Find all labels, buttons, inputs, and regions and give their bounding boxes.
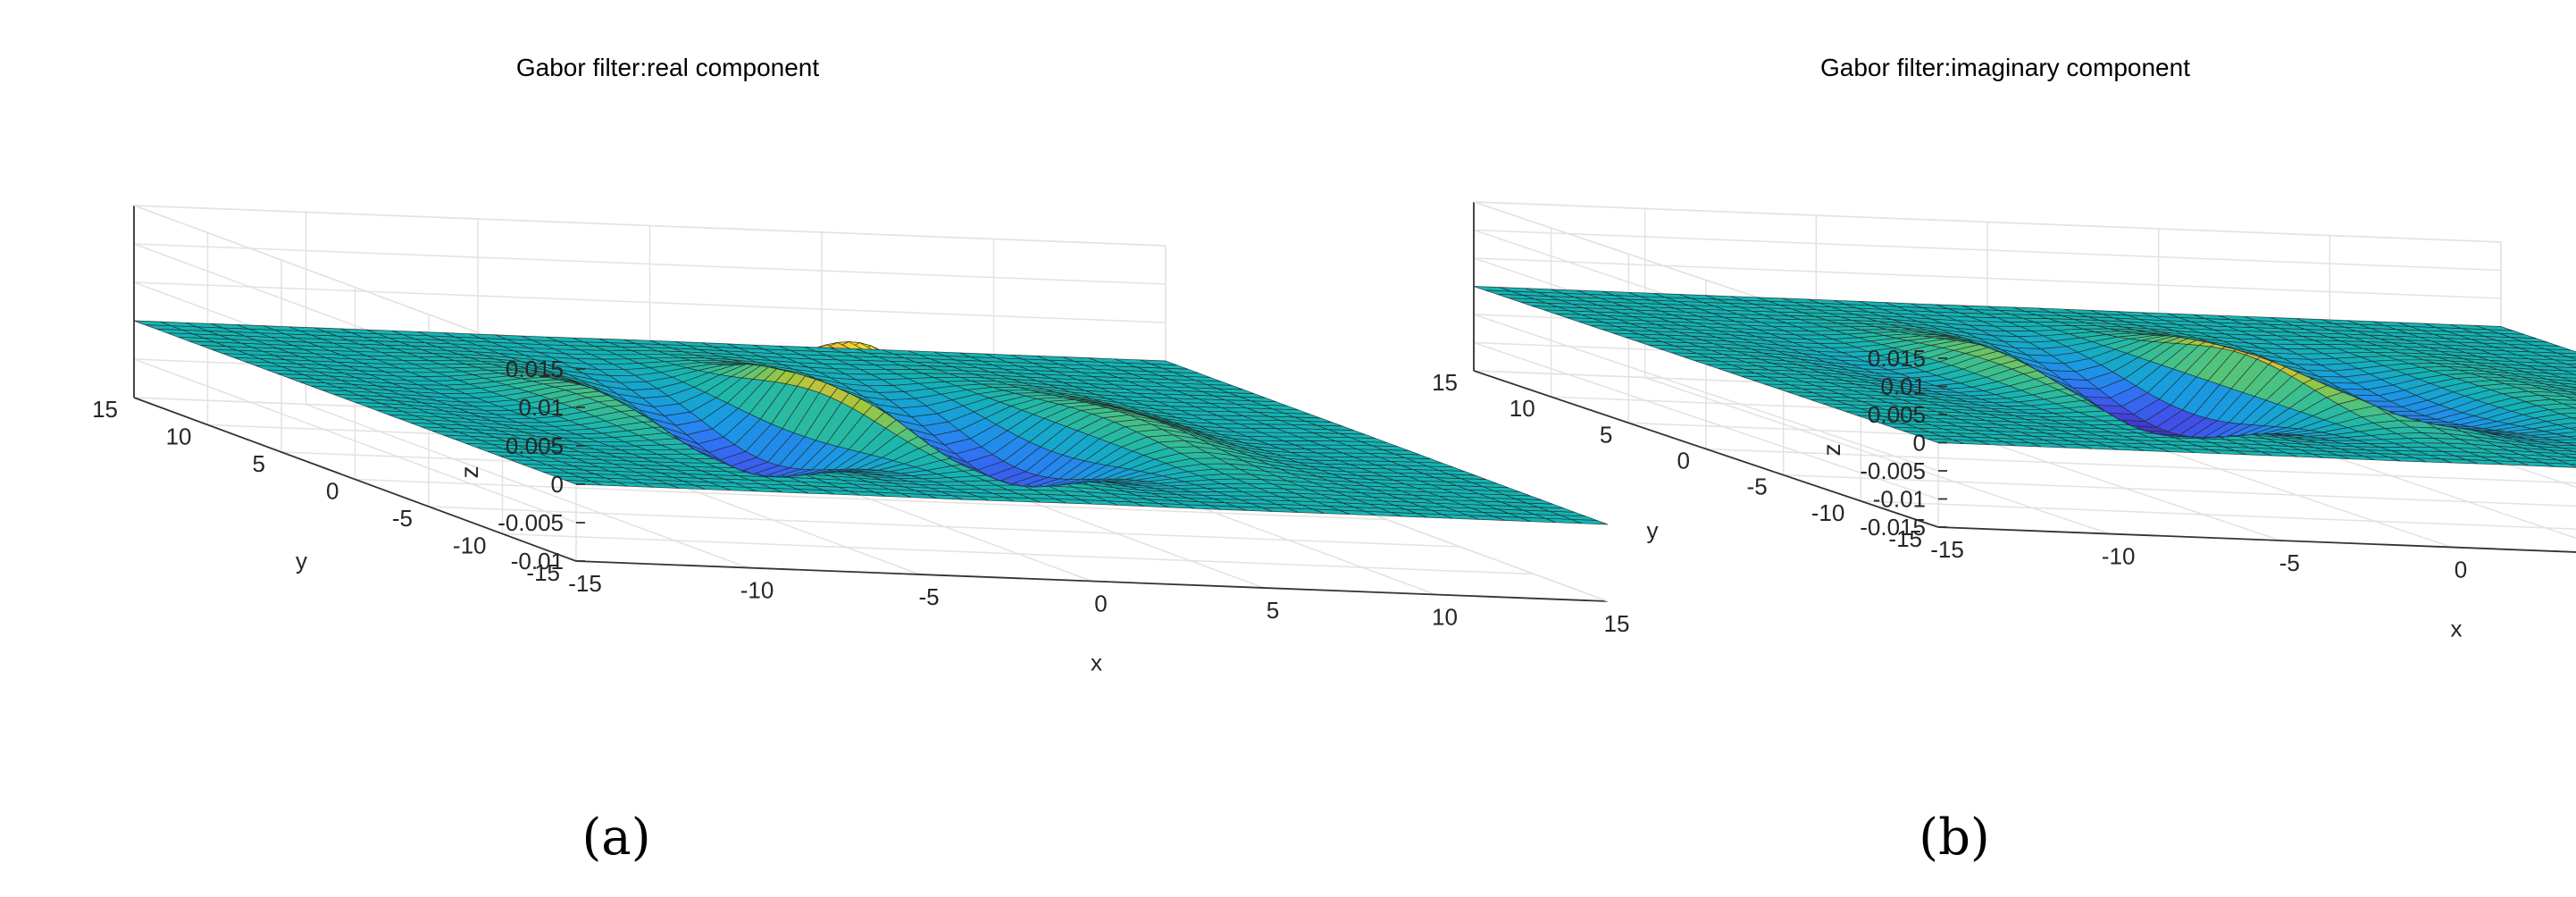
x-axis-label: x — [2451, 616, 2463, 642]
x-tick-label: 0 — [2455, 557, 2467, 583]
z-tick-label: 0.01 — [1880, 373, 1926, 400]
grid-line — [133, 358, 577, 524]
y-tick-label: 15 — [1432, 369, 1458, 396]
x-tick-label: -15 — [1930, 536, 1964, 563]
z-axis-label: z — [1818, 444, 1845, 457]
grid-line — [1783, 474, 2576, 507]
surface-patch — [133, 320, 171, 327]
y-tick-label: 10 — [1510, 395, 1535, 422]
y-tick-label: -10 — [1811, 499, 1845, 526]
grid-line — [133, 281, 1167, 323]
x-tick-label: -15 — [568, 570, 602, 597]
grid-line — [1473, 229, 2502, 272]
chart-title: Gabor filter:imaginary component — [1820, 54, 2190, 81]
y-tick-label: -5 — [392, 505, 413, 532]
grid-line — [355, 478, 1387, 521]
y-tick-label: -15 — [1888, 525, 1922, 552]
y-tick-label: 5 — [1600, 421, 1612, 448]
caption-b: (b) — [1919, 809, 1990, 867]
y-axis-label: y — [1647, 517, 1659, 544]
grid-line — [133, 243, 1167, 285]
y-axis-line — [133, 397, 577, 562]
grid-line — [502, 532, 1535, 575]
z-tick-label: -0.005 — [1860, 457, 1926, 484]
y-axis-label: y — [296, 548, 307, 574]
z-tick-label: 0.005 — [506, 432, 564, 459]
y-tick-label: 10 — [166, 423, 192, 450]
chart-title: Gabor filter:real component — [516, 54, 820, 81]
x-axis-label: x — [1091, 650, 1102, 676]
y-tick-label: -10 — [453, 532, 487, 559]
y-tick-label: -15 — [526, 559, 560, 586]
grid-line — [1705, 448, 2576, 484]
y-axis-line — [1473, 370, 1939, 528]
chart-panel-b: -0.015-0.01-0.00500.0050.010.015-15-10-5… — [1432, 54, 2576, 642]
grid-line — [1861, 500, 2576, 530]
z-tick-label: 0.015 — [1868, 345, 1926, 372]
x-tick-label: 0 — [1094, 591, 1107, 617]
z-tick-label: 0 — [551, 471, 564, 498]
z-axis-label: z — [456, 466, 483, 479]
z-tick-label: 0.015 — [506, 356, 564, 382]
x-tick-label: 10 — [1432, 604, 1458, 631]
x-tick-label: -10 — [2102, 543, 2136, 570]
box-edge — [1473, 201, 2502, 243]
surface-mesh — [133, 320, 1609, 525]
z-tick-label: -0.015 — [1860, 514, 1926, 541]
z-tick-label: 0 — [1913, 430, 1926, 457]
x-axis-line — [575, 560, 1609, 602]
box-edge — [133, 205, 1167, 247]
x-tick-label: 15 — [1604, 610, 1630, 637]
y-tick-label: 0 — [326, 478, 339, 505]
z-tick-label: -0.01 — [511, 548, 564, 574]
y-tick-label: 15 — [92, 396, 118, 423]
x-tick-label: 5 — [1267, 597, 1279, 624]
z-tick-label: -0.01 — [1873, 486, 1926, 513]
surface-patch — [1473, 286, 1511, 292]
x-axis-line — [1937, 526, 2576, 553]
x-tick-label: -5 — [918, 583, 939, 610]
grid-line — [428, 506, 1461, 548]
y-tick-label: 0 — [1677, 448, 1690, 474]
z-tick-label: 0.01 — [518, 394, 564, 421]
y-tick-label: 5 — [253, 450, 265, 477]
x-tick-label: -10 — [740, 577, 774, 604]
z-tick-label: -0.005 — [498, 509, 564, 536]
grid-line — [1473, 341, 1939, 500]
chart-panel-a: -0.01 -0.005 0 0.005 0.01 0.015 -15 -10 -5 0 5 10 15… — [92, 54, 1629, 676]
y-tick-label: -5 — [1747, 474, 1768, 500]
surface-mesh — [1473, 286, 2576, 468]
z-tick-label: 0.005 — [1868, 401, 1926, 428]
caption-a: (a) — [581, 809, 651, 867]
grid-line — [1473, 257, 2502, 299]
x-tick-label: -5 — [2279, 549, 2300, 576]
grid-line — [1473, 314, 1939, 472]
